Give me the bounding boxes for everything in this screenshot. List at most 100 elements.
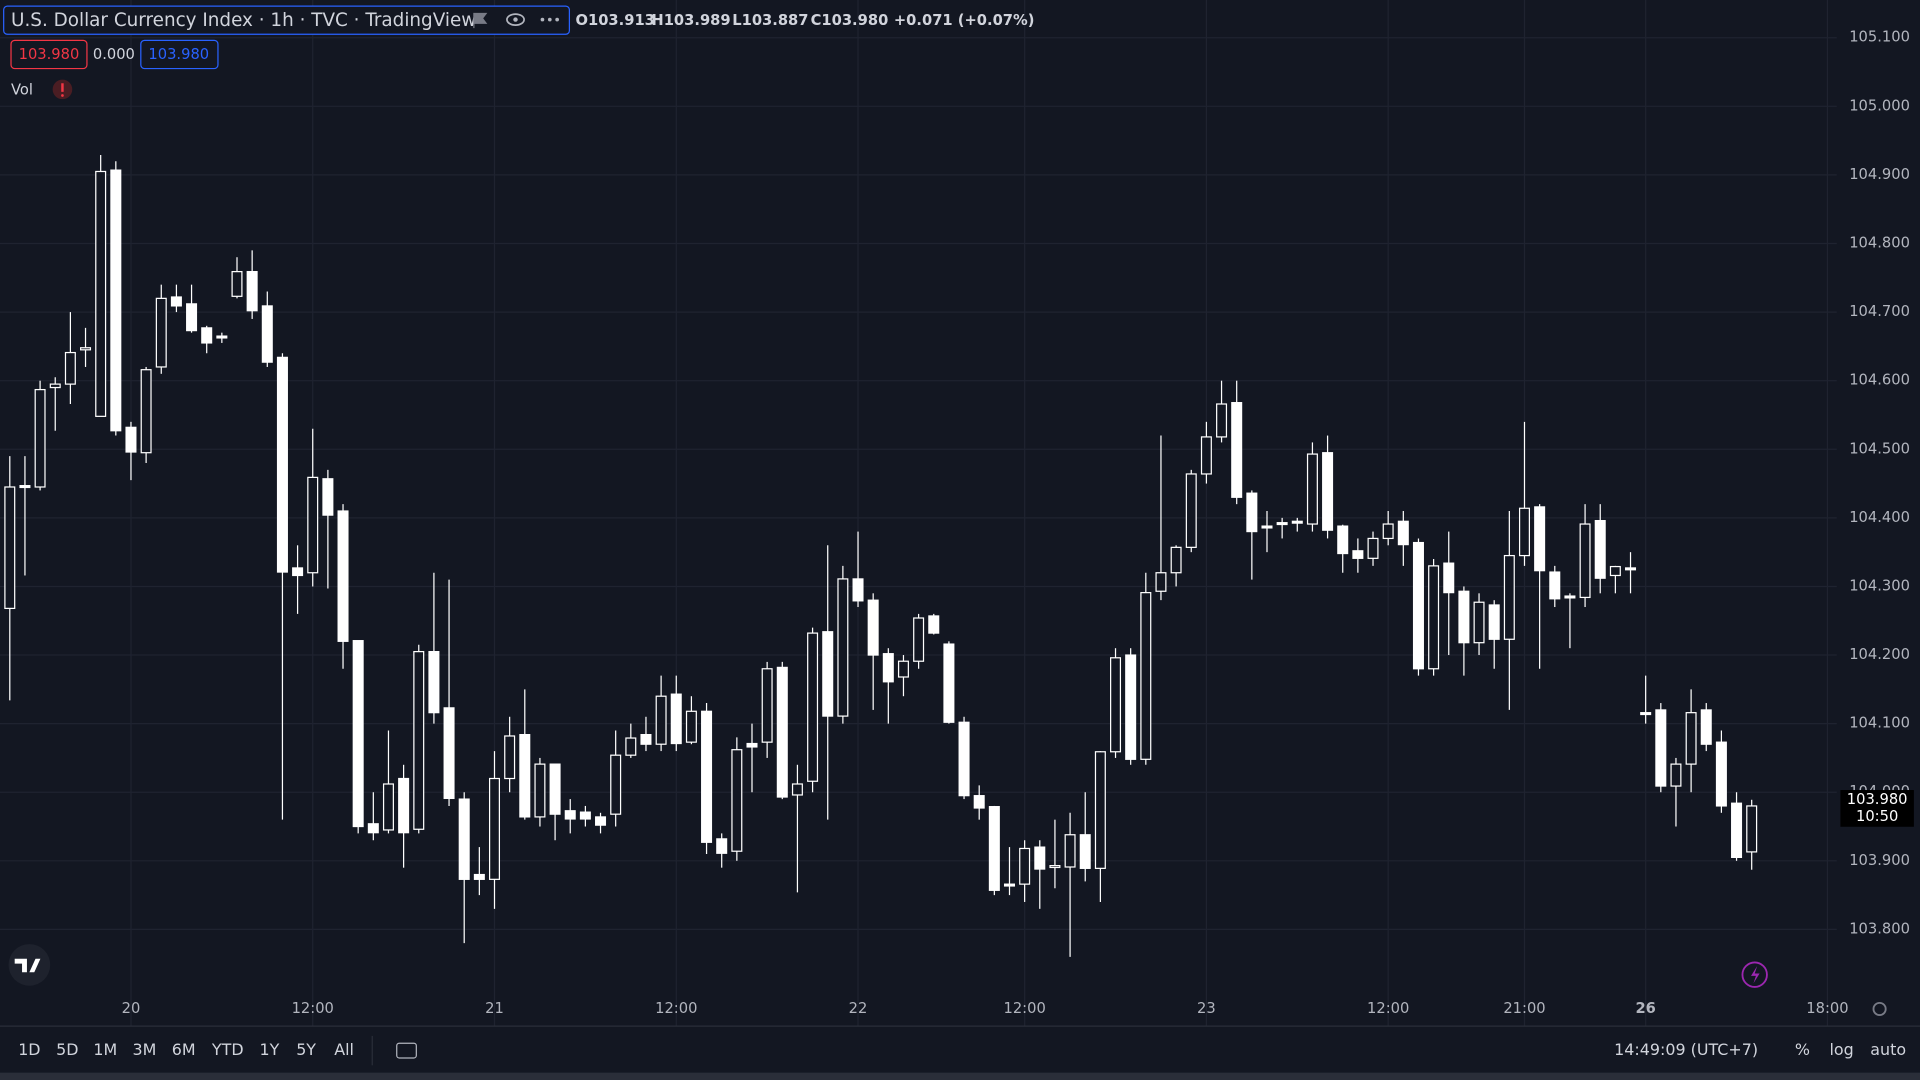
- candle-body: [1655, 709, 1667, 787]
- x-tick-label: 12:00: [1003, 1000, 1045, 1017]
- candle-body: [776, 666, 788, 798]
- candle-body: [1170, 546, 1182, 574]
- candle-body: [897, 660, 909, 678]
- range-button[interactable]: 5D: [56, 1040, 78, 1059]
- candle-body: [1276, 522, 1288, 526]
- candle-body: [564, 810, 576, 820]
- candle-body: [64, 351, 76, 385]
- settings-icon[interactable]: [1872, 1001, 1887, 1017]
- range-button[interactable]: All: [334, 1040, 354, 1059]
- candle-body: [1231, 402, 1243, 498]
- axis-toggle[interactable]: log: [1830, 1040, 1854, 1059]
- candles: [4, 155, 1758, 957]
- candle-body: [1534, 506, 1546, 572]
- candle-body: [1594, 519, 1606, 579]
- candle-body: [1110, 657, 1122, 753]
- warning-dot: [61, 94, 64, 97]
- candle-body: [1291, 520, 1303, 524]
- range-button[interactable]: 1Y: [259, 1040, 279, 1059]
- y-tick-label: 104.200: [1849, 646, 1910, 663]
- clock[interactable]: 14:49:09 (UTC+7): [1614, 1040, 1758, 1059]
- candle-body: [1246, 492, 1258, 533]
- candle-body: [80, 347, 92, 351]
- range-button[interactable]: 6M: [172, 1040, 196, 1059]
- candle-body: [1428, 565, 1440, 670]
- candle-body: [988, 806, 1000, 891]
- chart-title: U.S. Dollar Currency Index · 1h · TVC · …: [11, 10, 476, 31]
- ohlc-change: +0.071 (+0.07%): [894, 12, 1035, 29]
- bottom-strip: [0, 1072, 1920, 1080]
- candle-body: [216, 335, 228, 339]
- range-button[interactable]: 1M: [93, 1040, 117, 1059]
- x-tick-label: 22: [849, 1000, 868, 1017]
- candle-body: [155, 297, 167, 368]
- price-badge-price: 103.980: [1847, 791, 1908, 808]
- toolbar: 1D 5D 1M 3M 6M YTD 1Y 5Y All% log auto: [18, 1040, 1906, 1059]
- x-tick-label: 21: [485, 1000, 504, 1017]
- candle-body: [1003, 883, 1016, 887]
- candle-body: [201, 327, 213, 344]
- goto-date-icon[interactable]: [396, 1042, 417, 1059]
- y-tick-label: 104.100: [1849, 715, 1910, 732]
- axes: 103.800103.900104.000104.100104.200104.3…: [122, 29, 1910, 1017]
- candle-body: [140, 369, 152, 454]
- candle-body: [1731, 802, 1743, 859]
- lightning-mark: [1751, 966, 1760, 984]
- candle-body: [1640, 712, 1652, 716]
- eye-pupil: [513, 17, 518, 22]
- candle-body: [670, 693, 682, 745]
- range-button[interactable]: YTD: [211, 1040, 244, 1059]
- candle-body: [1625, 567, 1637, 571]
- candle-body: [1397, 520, 1409, 546]
- range-button[interactable]: 3M: [133, 1040, 157, 1059]
- candle-body: [458, 798, 470, 880]
- candle-body: [731, 749, 743, 852]
- logo[interactable]: [8, 944, 51, 986]
- y-tick-label: 105.100: [1849, 29, 1910, 46]
- candle-body: [837, 578, 849, 717]
- candle-body: [473, 873, 485, 880]
- bid-badge[interactable]: [10, 39, 88, 70]
- candle-body: [640, 733, 652, 745]
- candle-body: [1700, 709, 1712, 745]
- candle-body: [1079, 834, 1091, 869]
- candle-body: [1337, 525, 1349, 555]
- candle-body: [852, 578, 864, 602]
- x-tick-label: 12:00: [1367, 1000, 1409, 1017]
- candle-body: [1382, 523, 1394, 540]
- axis-toggle[interactable]: %: [1795, 1040, 1810, 1059]
- ask-badge[interactable]: [140, 39, 219, 70]
- x-tick-label: 12:00: [655, 1000, 697, 1017]
- more-icon[interactable]: [540, 17, 559, 22]
- y-tick-label: 104.700: [1849, 303, 1910, 320]
- flag-icon[interactable]: [473, 12, 488, 29]
- candle-body: [685, 710, 697, 743]
- candle-body: [610, 754, 622, 815]
- candle-body: [1488, 604, 1500, 640]
- candle-body: [519, 733, 531, 818]
- candle-body: [761, 668, 773, 743]
- range-button[interactable]: 1D: [18, 1040, 40, 1059]
- range-button[interactable]: 5Y: [296, 1040, 316, 1059]
- eye-icon[interactable]: [506, 13, 525, 26]
- candle-body: [579, 811, 591, 820]
- candle-body: [928, 615, 940, 634]
- grid: [0, 0, 1837, 1027]
- lightning-icon[interactable]: [1741, 961, 1768, 988]
- candle-body: [943, 643, 955, 723]
- candle-body: [1306, 453, 1318, 525]
- candle-body: [428, 651, 440, 714]
- candle-body: [337, 510, 349, 642]
- price-badge-countdown: 10:50: [1856, 808, 1898, 825]
- candle-body: [1458, 590, 1470, 644]
- candle-body: [231, 271, 243, 297]
- candle-body: [791, 783, 803, 796]
- candle-body: [307, 476, 319, 574]
- candle-body: [413, 651, 425, 830]
- title-box[interactable]: [3, 5, 570, 35]
- candle-body: [701, 710, 713, 843]
- candle-body: [882, 653, 894, 683]
- candle-body: [807, 632, 819, 782]
- axis-toggle[interactable]: auto: [1870, 1040, 1906, 1059]
